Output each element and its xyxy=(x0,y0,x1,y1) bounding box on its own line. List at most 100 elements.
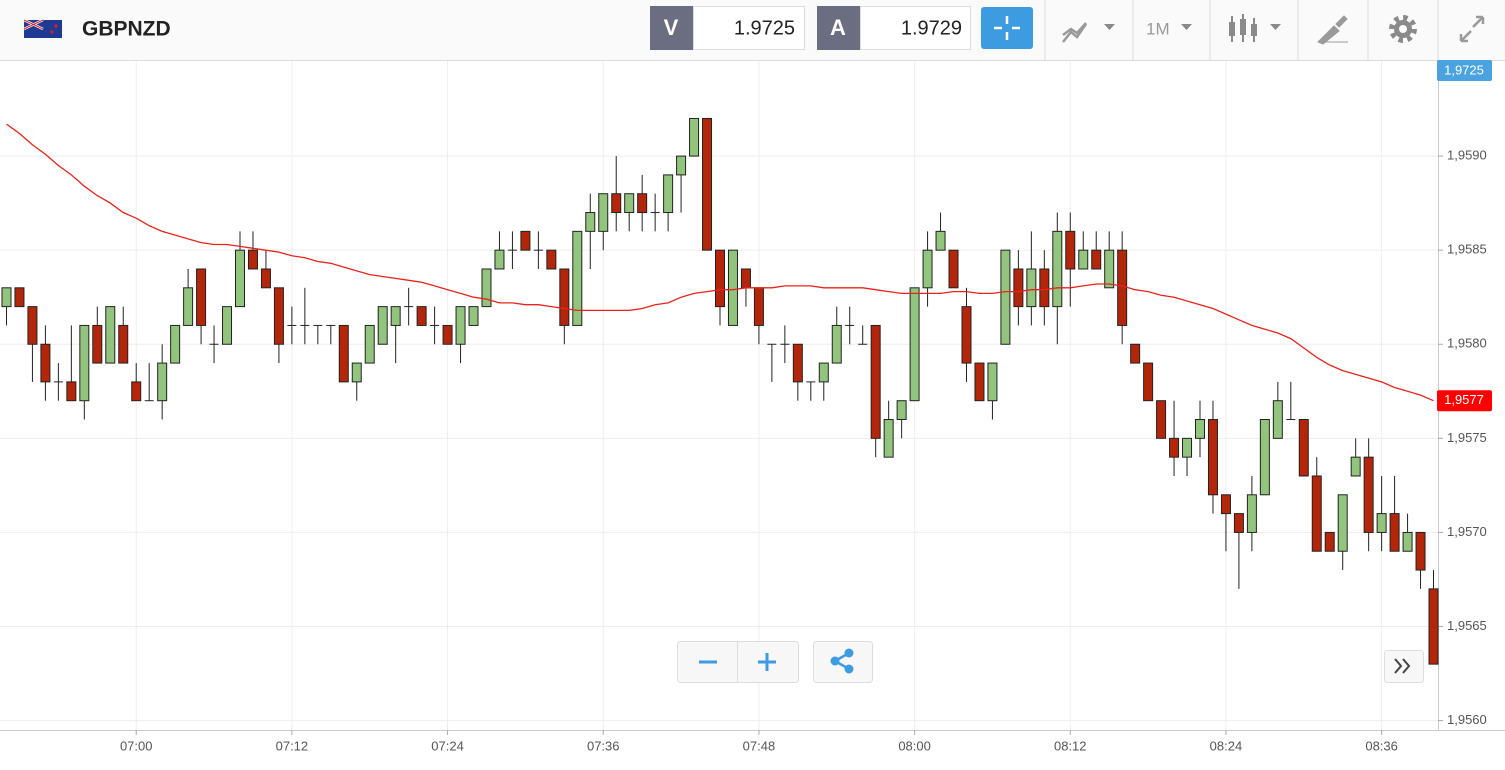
chart-type-button[interactable] xyxy=(1229,14,1257,42)
candle-body xyxy=(468,306,479,326)
candle-body xyxy=(948,249,959,289)
candle-body xyxy=(1311,475,1322,552)
bid-label-box xyxy=(650,6,693,50)
candle-body xyxy=(818,362,829,383)
x-tick-label: 08:36 xyxy=(1365,738,1398,753)
candle-body xyxy=(1169,437,1180,458)
candle-body xyxy=(1298,419,1309,477)
ask-label-box xyxy=(817,6,860,50)
bid-price-tag xyxy=(1437,60,1492,81)
candle-body xyxy=(1013,268,1024,308)
candle-body xyxy=(481,268,492,308)
flag-cross-red xyxy=(23,19,44,30)
candle-body xyxy=(689,117,700,157)
candle-body xyxy=(66,381,77,402)
crosshair-button[interactable] xyxy=(981,7,1033,49)
candle-body xyxy=(273,287,284,345)
dropdown-arrow[interactable] xyxy=(1181,24,1192,30)
drawing-button[interactable] xyxy=(1317,15,1348,45)
icon-part xyxy=(844,664,854,674)
bid-price: 1.9725 xyxy=(734,17,795,39)
candle-body xyxy=(1415,531,1426,571)
candle-body xyxy=(585,212,596,232)
candle-body xyxy=(909,287,920,402)
candle-body xyxy=(883,419,894,458)
candle-body xyxy=(961,306,972,364)
candle-body xyxy=(442,324,453,345)
zoom-in-button[interactable] xyxy=(758,653,776,671)
candle-body xyxy=(1039,268,1050,308)
candle-body xyxy=(1324,531,1335,552)
candle-body xyxy=(1207,419,1218,496)
candle-body xyxy=(351,362,362,383)
candle-body xyxy=(131,381,142,402)
candle-body xyxy=(624,193,635,214)
ma-price-tag-label: 1,9577 xyxy=(1444,392,1484,407)
separators xyxy=(1044,0,1439,60)
candle-body xyxy=(1259,419,1270,496)
scroll-to-end-button[interactable] xyxy=(1384,650,1424,683)
flag-star xyxy=(54,24,58,28)
bid-price-tag-label: 1,9725 xyxy=(1444,62,1484,77)
candle-body xyxy=(1000,249,1011,345)
candle-body xyxy=(105,306,116,364)
candle-body xyxy=(1078,249,1089,270)
icon-part xyxy=(1242,14,1244,42)
fullscreen-button[interactable] xyxy=(1459,15,1485,43)
ask-label: A xyxy=(830,15,846,40)
ask-box[interactable] xyxy=(860,6,971,50)
ask-price: 1.9729 xyxy=(901,17,962,39)
dropdown-arrow[interactable] xyxy=(1270,24,1281,30)
candle-body xyxy=(222,306,233,345)
candle-body xyxy=(663,174,674,214)
icon-part xyxy=(1253,18,1255,42)
candle-body xyxy=(546,249,557,270)
y-tick-label: 1,9575 xyxy=(1447,430,1487,445)
candle-body xyxy=(338,324,349,383)
candle-body xyxy=(1350,456,1361,477)
candle-body xyxy=(157,362,168,402)
candle-body xyxy=(1130,343,1141,364)
x-tick-label: 08:00 xyxy=(898,738,931,753)
candle-body xyxy=(559,268,570,326)
x-tick-label: 07:00 xyxy=(120,738,153,753)
candle-body xyxy=(1026,268,1037,308)
share-button[interactable] xyxy=(813,641,873,683)
settings-button[interactable] xyxy=(1389,15,1417,43)
candle-body xyxy=(92,324,103,364)
candle-body xyxy=(1389,513,1400,552)
candle-body xyxy=(40,343,51,383)
candle-body xyxy=(183,287,194,326)
indicator-button[interactable] xyxy=(1062,22,1088,43)
candle-body xyxy=(1220,494,1231,515)
candle-body xyxy=(637,193,648,214)
candle-body xyxy=(235,249,245,308)
moving-average-line xyxy=(6,123,1434,402)
candle-body xyxy=(1428,588,1439,665)
candle-body xyxy=(377,306,388,345)
bid-box[interactable] xyxy=(693,6,805,50)
candle-body xyxy=(416,306,427,326)
candle-body xyxy=(753,287,764,326)
candle-body xyxy=(1272,400,1283,439)
dropdown-arrow[interactable] xyxy=(1104,24,1115,30)
plot-area: 1,9560 1,9565 1,9570 1,9575 1,9580 1,9585 1,95… xyxy=(0,61,1487,753)
timeframe[interactable]: 1M xyxy=(1146,19,1170,38)
candle-body xyxy=(896,400,907,421)
y-tick-label: 1,9565 xyxy=(1447,618,1487,633)
candle-body xyxy=(935,230,946,251)
y-tick-label: 1,9560 xyxy=(1447,712,1487,727)
candle-body xyxy=(260,268,271,289)
candle-body xyxy=(792,343,803,383)
candle-body xyxy=(196,268,207,326)
candle-body xyxy=(118,324,129,364)
icon-part xyxy=(830,656,840,666)
candle-body xyxy=(520,230,531,251)
candle-body xyxy=(831,324,842,364)
candle-body xyxy=(1091,249,1102,270)
candle-body xyxy=(1195,419,1205,439)
x-tick-label: 08:12 xyxy=(1054,738,1087,753)
candle-body xyxy=(1117,249,1128,326)
